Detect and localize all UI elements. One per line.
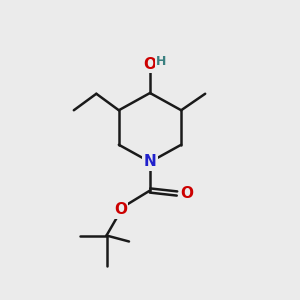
Text: O: O — [114, 202, 127, 217]
Text: H: H — [156, 55, 167, 68]
Text: O: O — [180, 186, 193, 201]
Text: O: O — [143, 57, 157, 72]
Text: N: N — [144, 154, 156, 169]
